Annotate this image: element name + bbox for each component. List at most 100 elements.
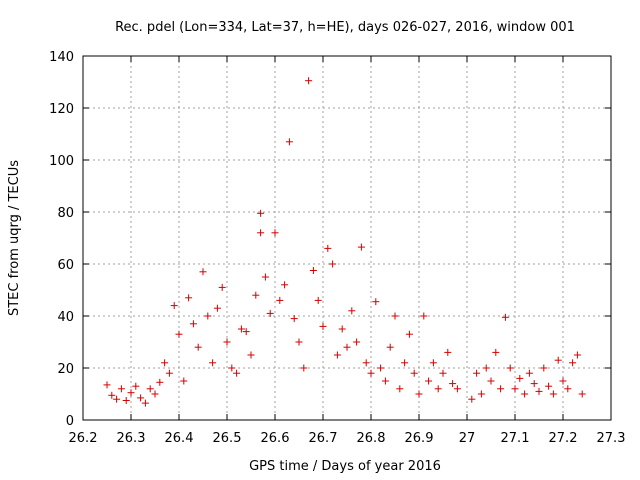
data-point-plus-marker [420,312,428,320]
data-points [103,77,586,407]
data-point-plus-marker [338,325,346,333]
data-point-plus-marker [415,390,423,398]
x-tick-label: 26.9 [405,431,434,446]
x-tick-label: 26.2 [69,431,98,446]
data-point-plus-marker [396,385,404,393]
data-point-plus-marker [357,243,365,251]
data-point-plus-marker [497,385,505,393]
x-tick-label: 27.3 [597,431,626,446]
data-point-plus-marker [194,343,202,351]
data-point-plus-marker [434,385,442,393]
data-point-plus-marker [540,364,548,372]
data-point-plus-marker [569,359,577,367]
x-tick-label: 26.6 [261,431,290,446]
data-point-plus-marker [161,359,169,367]
data-point-plus-marker [276,296,284,304]
data-point-plus-marker [281,281,289,289]
y-tick-label: 40 [57,310,74,325]
data-point-plus-marker [444,348,452,356]
data-point-plus-marker [223,338,231,346]
data-point-plus-marker [175,330,183,338]
data-point-plus-marker [309,267,317,274]
y-tick-label: 140 [49,50,74,65]
data-point-plus-marker [554,356,562,364]
x-tick-label: 26.4 [165,431,194,446]
y-axis-label: STEC from uqrg / TECUs [7,160,22,316]
plot-area-frame [82,55,612,421]
data-point-plus-marker [453,385,461,393]
data-point-plus-marker [132,382,140,390]
data-point-plus-marker [228,364,236,372]
data-point-plus-marker [247,351,255,359]
data-point-plus-marker [578,390,586,398]
data-point-plus-marker [329,260,337,268]
data-point-plus-marker [367,369,375,377]
data-point-plus-marker [180,377,188,385]
data-point-plus-marker [290,315,298,323]
y-tick-label: 120 [49,102,74,117]
x-tick-label: 26.8 [357,431,386,446]
x-tick-label: 26.5 [213,431,242,446]
data-point-plus-marker [218,283,226,291]
x-tick-label: 27 [459,431,476,446]
data-point-plus-marker [362,359,370,367]
data-point-plus-marker [141,399,149,407]
grid-lines [83,56,611,420]
data-point-plus-marker [521,390,529,398]
data-point-plus-marker [242,328,250,336]
data-point-plus-marker [501,313,509,321]
data-point-plus-marker [156,378,164,386]
x-tick-label: 26.3 [117,431,146,446]
data-point-plus-marker [449,380,457,388]
data-point-plus-marker [535,387,543,395]
data-point-plus-marker [506,364,514,372]
data-point-plus-marker [381,377,389,385]
data-point-plus-marker [391,312,399,320]
data-point-plus-marker [401,359,409,367]
data-point-plus-marker [439,369,447,377]
data-point-plus-marker [425,377,433,385]
data-point-plus-marker [146,385,154,393]
data-point-plus-marker [516,374,524,382]
data-point-plus-marker [165,369,173,377]
data-point-plus-marker [473,369,481,377]
data-point-plus-marker [122,397,130,404]
data-point-plus-marker [386,343,394,351]
data-point-plus-marker [113,395,121,403]
data-point-plus-marker [324,244,332,252]
data-point-plus-marker [530,380,538,388]
data-point-plus-marker [348,307,356,315]
data-point-plus-marker [151,390,159,398]
data-point-plus-marker [117,385,125,393]
data-point-plus-marker [573,351,581,359]
data-point-plus-marker [549,390,557,398]
data-point-plus-marker [285,138,293,146]
data-point-plus-marker [252,291,260,299]
data-point-plus-marker [170,302,178,310]
data-point-plus-marker [564,385,572,393]
chart-title: Rec. pdel (Lon=334, Lat=37, h=HE), days … [115,20,575,35]
x-tick-label: 27.2 [549,431,578,446]
data-point-plus-marker [233,369,241,377]
data-point-plus-marker [545,382,553,390]
data-point-plus-marker [319,322,327,330]
data-point-plus-marker [213,304,221,312]
data-point-plus-marker [377,364,385,372]
y-tick-label: 80 [57,206,74,221]
data-point-plus-marker [305,77,313,85]
x-axis-label: GPS time / Days of year 2016 [249,459,441,474]
data-point-plus-marker [137,394,145,402]
data-point-plus-marker [199,268,207,276]
y-tick-label: 100 [49,154,74,169]
data-point-plus-marker [204,312,212,320]
data-point-plus-marker [127,389,135,397]
x-tick-label: 27.1 [501,431,530,446]
data-point-plus-marker [477,390,485,398]
data-point-plus-marker [511,385,519,393]
y-tick-label: 60 [57,258,74,273]
data-point-plus-marker [295,338,303,346]
data-point-plus-marker [257,229,265,237]
data-point-plus-marker [103,381,111,389]
data-point-plus-marker [487,377,495,385]
